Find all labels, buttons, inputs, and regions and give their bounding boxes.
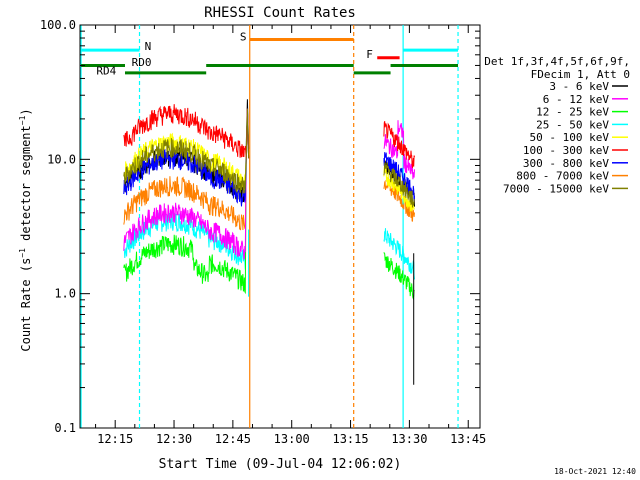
y-tick-label: 10.0 — [47, 152, 76, 166]
y-tick-label: 100.0 — [40, 18, 76, 32]
series-line-seg1 — [123, 108, 250, 260]
legend-item-label: 12 - 25 keV — [536, 106, 609, 119]
legend-item-label: 25 - 50 keV — [536, 118, 609, 131]
x-tick-label: 12:15 — [97, 432, 133, 446]
timestamp: 18-Oct-2021 12:40 — [554, 467, 636, 476]
series-line-seg1 — [123, 108, 250, 194]
legend-item: 25 - 50 keV — [536, 118, 628, 131]
series-line-seg2 — [383, 252, 415, 301]
x-tick-label: 13:30 — [391, 432, 427, 446]
x-axis-label: Start Time (09-Jul-04 12:06:02) — [159, 457, 402, 472]
x-tick-label: 12:30 — [156, 432, 192, 446]
legend-header-2: FDecim 1, Att 0 — [531, 68, 630, 81]
annotation-label: RD4 — [96, 64, 116, 77]
series-line-seg1 — [123, 108, 250, 231]
legend-header-1: Det 1f,3f,4f,5f,6f,9f, — [484, 55, 630, 68]
attenuator-annotations: N RD0 RD4 S F — [81, 31, 459, 77]
legend-item-label: 300 - 800 keV — [523, 157, 609, 170]
annotation-label: F — [366, 48, 373, 61]
x-tick-label: 13:00 — [274, 432, 310, 446]
legend-item-label: 3 - 6 keV — [549, 80, 609, 93]
x-tick-label: 12:45 — [215, 432, 251, 446]
series-line-seg2 — [383, 120, 415, 180]
legend-item-label: 100 - 300 keV — [523, 144, 609, 157]
legend-item-label: 50 - 100 keV — [530, 131, 610, 144]
annotation-label: N — [145, 40, 152, 53]
y-tick-label: 0.1 — [54, 421, 76, 435]
series-line-seg2 — [383, 121, 415, 168]
series-line-seg1 — [123, 108, 250, 270]
time-markers — [80, 25, 459, 428]
series-line-seg1 — [123, 108, 250, 295]
legend-item-label: 7000 - 15000 keV — [503, 182, 609, 195]
y-axis-label: Count Rate (s−1 detector segment−1) — [18, 108, 33, 351]
legend-item: 6 - 12 keV — [543, 93, 628, 106]
chart-title: RHESSI Count Rates — [204, 5, 356, 21]
annotation-label: S — [240, 31, 247, 44]
legend-item: 7000 - 15000 keV — [503, 182, 628, 195]
annotation-label: RD0 — [132, 56, 152, 69]
series-line-seg2 — [383, 228, 415, 280]
x-tick-label: 13:45 — [450, 432, 486, 446]
legend-item: 3 - 6 keV — [549, 80, 628, 93]
legend: Det 1f,3f,4f,5f,6f,9f, FDecim 1, Att 0 3… — [484, 55, 630, 195]
series-line-seg1 — [123, 104, 250, 159]
legend-item-label: 6 - 12 keV — [543, 93, 610, 106]
series-line-seg2 — [383, 166, 415, 213]
series-line-seg2 — [383, 162, 415, 208]
axes: 0.1 1.0 10.0 100.0 12:15 12:30 12:45 13:00 13:15… — [40, 18, 486, 446]
legend-item: 50 - 100 keV — [530, 131, 628, 144]
legend-item: 800 - 7000 keV — [516, 170, 628, 183]
plot-frame — [79, 24, 481, 429]
legend-item: 12 - 25 keV — [536, 106, 628, 119]
y-tick-label: 1.0 — [54, 287, 76, 301]
count-rate-series — [123, 99, 415, 385]
legend-item-label: 800 - 7000 keV — [516, 170, 609, 183]
plot-area — [79, 24, 481, 429]
legend-item: 300 - 800 keV — [523, 157, 628, 170]
x-tick-label: 13:15 — [332, 432, 368, 446]
series-line-seg1 — [123, 108, 250, 188]
legend-item: 100 - 300 keV — [523, 144, 628, 157]
